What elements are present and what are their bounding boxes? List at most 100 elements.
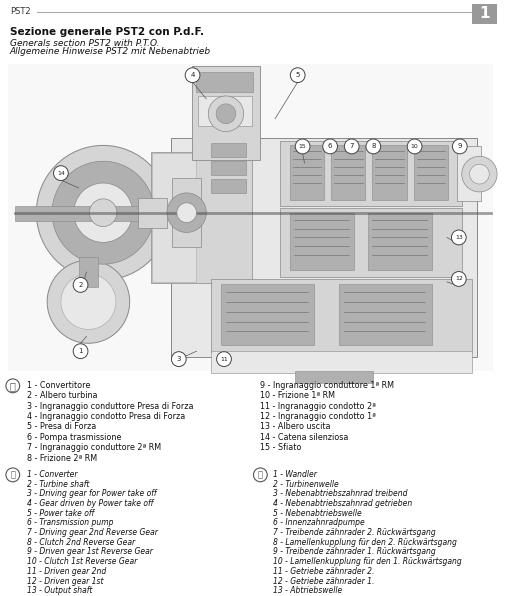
Circle shape — [450, 230, 465, 245]
Text: 13: 13 — [454, 235, 462, 240]
Text: 9: 9 — [457, 144, 461, 150]
Bar — [211, 179, 245, 193]
Text: 11 - Ingranaggio condotto 2ª: 11 - Ingranaggio condotto 2ª — [260, 402, 376, 411]
Bar — [289, 145, 324, 200]
Text: 4 - Gear driven by Power take off: 4 - Gear driven by Power take off — [26, 499, 153, 508]
Circle shape — [52, 162, 154, 264]
Text: 1: 1 — [78, 348, 82, 354]
FancyBboxPatch shape — [151, 153, 251, 283]
Text: 15: 15 — [298, 144, 306, 149]
Text: PST2: PST2 — [10, 7, 31, 16]
Text: 5 - Nebenabtriebswelle: 5 - Nebenabtriebswelle — [273, 509, 361, 518]
Text: 8 - Clutch 2nd Reverse Gear: 8 - Clutch 2nd Reverse Gear — [26, 538, 134, 547]
Circle shape — [469, 164, 488, 184]
Text: 15 - Sfiato: 15 - Sfiato — [260, 443, 301, 452]
Bar — [137, 198, 166, 228]
Bar — [15, 206, 152, 221]
Text: 1 - Wandler: 1 - Wandler — [273, 470, 317, 479]
Bar — [211, 144, 245, 157]
Circle shape — [365, 139, 380, 154]
Circle shape — [61, 274, 116, 330]
Text: 7 - Driving gear 2nd Reverse Gear: 7 - Driving gear 2nd Reverse Gear — [26, 528, 157, 537]
Text: Ⓓ: Ⓓ — [10, 381, 16, 391]
Bar — [211, 279, 471, 353]
Bar — [289, 213, 353, 270]
Bar — [172, 178, 201, 247]
Text: 5 - Power take off: 5 - Power take off — [26, 509, 94, 518]
Text: 1 - Convertitore: 1 - Convertitore — [26, 381, 90, 390]
Text: 9 - Ingranaggio conduttore 1ª RM: 9 - Ingranaggio conduttore 1ª RM — [260, 381, 393, 390]
Text: Allgemeine Hinweise PST2 mit Nebenabtrieb: Allgemeine Hinweise PST2 mit Nebenabtrie… — [10, 48, 211, 57]
Bar — [220, 284, 314, 345]
FancyBboxPatch shape — [471, 4, 496, 24]
Bar — [211, 162, 245, 175]
Text: 10 - Lamellenkupplung für den 1. Rückwärtsgang: 10 - Lamellenkupplung für den 1. Rückwär… — [273, 557, 461, 566]
Bar — [372, 145, 406, 200]
Circle shape — [166, 193, 206, 232]
Circle shape — [295, 139, 309, 154]
Text: 11: 11 — [220, 356, 228, 362]
Text: 12 - Getriebe zähnrader 1.: 12 - Getriebe zähnrader 1. — [273, 576, 374, 585]
Text: 9 - Driven gear 1st Reverse Gear: 9 - Driven gear 1st Reverse Gear — [26, 548, 152, 557]
Circle shape — [344, 139, 358, 154]
Text: 7 - Ingranaggio conduttore 2ª RM: 7 - Ingranaggio conduttore 2ª RM — [26, 443, 160, 452]
Text: 14 - Catena silenziosa: 14 - Catena silenziosa — [260, 433, 348, 442]
Text: 10 - Frizione 1ª RM: 10 - Frizione 1ª RM — [260, 391, 335, 401]
Circle shape — [73, 344, 88, 359]
Text: 13 - Abtriebswelle: 13 - Abtriebswelle — [273, 586, 342, 595]
Text: 12: 12 — [454, 277, 462, 281]
Text: 8 - Lamellenkupplung für den 2. Rückwärtsgang: 8 - Lamellenkupplung für den 2. Rückwärt… — [273, 538, 456, 547]
Text: 11 - Getriebe zähnrader 2.: 11 - Getriebe zähnrader 2. — [273, 567, 374, 576]
Text: 14: 14 — [57, 170, 65, 176]
Circle shape — [406, 139, 421, 154]
Bar — [8, 64, 492, 371]
Circle shape — [451, 139, 466, 154]
Circle shape — [73, 278, 88, 292]
Bar — [78, 257, 98, 287]
Text: 2 - Turbine shaft: 2 - Turbine shaft — [26, 480, 89, 489]
Text: 9 - Treibende zähnrader 1. Rückwärtsgang: 9 - Treibende zähnrader 1. Rückwärtsgang — [273, 548, 435, 557]
Bar — [367, 213, 432, 270]
Circle shape — [322, 139, 337, 154]
Text: 3 - Ingranaggio conduttore Presa di Forza: 3 - Ingranaggio conduttore Presa di Forz… — [26, 402, 192, 411]
Text: 10 - Clutch 1st Reverse Gear: 10 - Clutch 1st Reverse Gear — [26, 557, 136, 566]
Bar — [456, 147, 480, 201]
Circle shape — [216, 352, 231, 367]
Circle shape — [73, 183, 132, 243]
Text: 7 - Treibende zähnrader 2. Rückwärtsgang: 7 - Treibende zähnrader 2. Rückwärtsgang — [273, 528, 435, 537]
FancyBboxPatch shape — [191, 66, 260, 160]
Text: 4: 4 — [190, 72, 194, 78]
Bar — [152, 153, 196, 282]
Text: 5: 5 — [295, 72, 299, 78]
Text: Sezione generale PST2 con P.d.F.: Sezione generale PST2 con P.d.F. — [10, 27, 204, 37]
Circle shape — [177, 203, 196, 222]
Text: 7: 7 — [349, 144, 353, 150]
Bar — [198, 96, 251, 126]
Circle shape — [461, 156, 496, 192]
Text: ⓓ: ⓓ — [258, 470, 262, 479]
Text: 3: 3 — [176, 356, 181, 362]
FancyBboxPatch shape — [171, 138, 476, 357]
Bar — [279, 208, 461, 277]
Text: 11 - Driven gear 2nd: 11 - Driven gear 2nd — [26, 567, 105, 576]
Text: 1: 1 — [478, 7, 489, 21]
Circle shape — [47, 260, 129, 343]
Text: 2 - Turbinenwelle: 2 - Turbinenwelle — [273, 480, 338, 489]
Text: 12 - Driven gear 1st: 12 - Driven gear 1st — [26, 576, 103, 585]
Bar — [196, 72, 253, 92]
Text: 13 - Albero uscita: 13 - Albero uscita — [260, 423, 330, 432]
Text: 6 - Transmission pump: 6 - Transmission pump — [26, 519, 113, 527]
Text: 3 - Driving gear for Power take off: 3 - Driving gear for Power take off — [26, 489, 156, 498]
Circle shape — [89, 199, 117, 226]
Text: 5 - Presa di Forza: 5 - Presa di Forza — [26, 423, 96, 432]
Text: 6: 6 — [327, 144, 332, 150]
Bar — [338, 284, 432, 345]
Text: 8: 8 — [371, 144, 375, 150]
Text: 10: 10 — [410, 144, 418, 149]
Circle shape — [36, 145, 169, 280]
Text: 4 - Nebenabtriebszahnrad getrieben: 4 - Nebenabtriebszahnrad getrieben — [273, 499, 412, 508]
Text: 3 - Nebenabtriebszahnrad treibend: 3 - Nebenabtriebszahnrad treibend — [273, 489, 407, 498]
Text: 2: 2 — [78, 282, 82, 288]
Bar — [330, 145, 365, 200]
Text: Generals section PST2 with P.T.O.: Generals section PST2 with P.T.O. — [10, 39, 159, 48]
